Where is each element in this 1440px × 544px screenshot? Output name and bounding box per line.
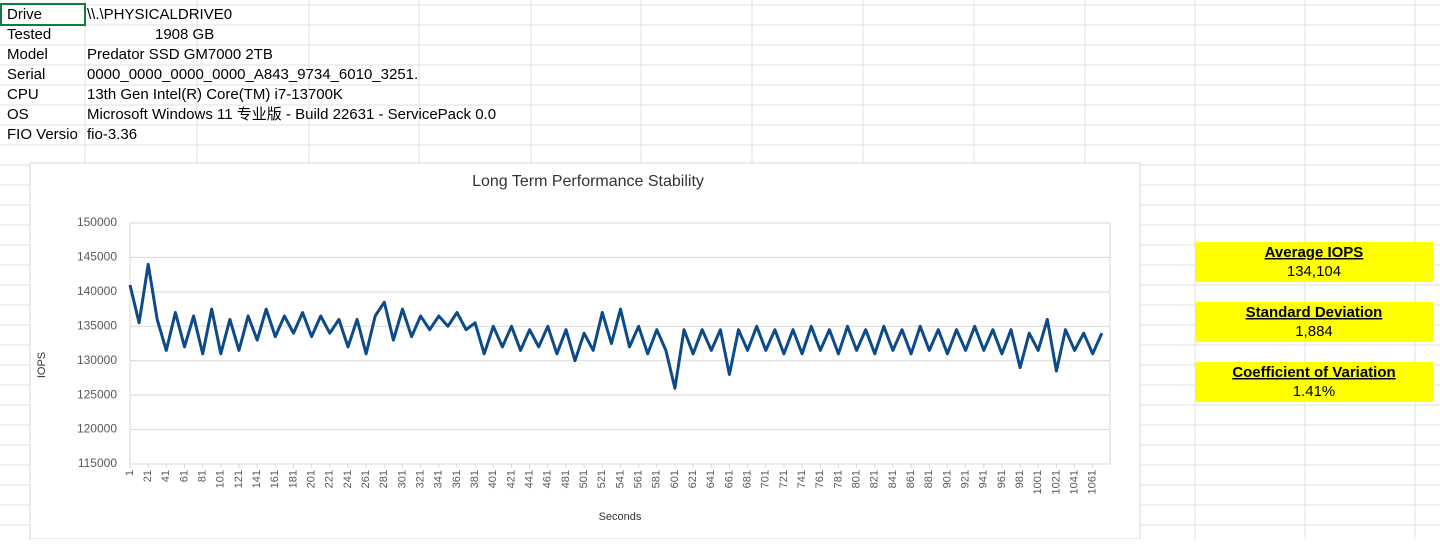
y-tick-label: 135000: [77, 318, 117, 332]
cell-value: 13th Gen Intel(R) Core(TM) i7-13700K: [87, 86, 343, 103]
cell-value: Microsoft Windows 11 专业版 - Build 22631 -…: [87, 106, 496, 123]
chart-area: [29, 162, 1141, 540]
x-tick-label: 961: [996, 470, 1008, 488]
x-tick-label: 501: [578, 470, 590, 488]
cell-label: Tested: [7, 26, 51, 43]
x-tick-label: 161: [269, 470, 281, 488]
x-tick-label: 541: [614, 470, 626, 488]
x-tick-label: 461: [542, 470, 554, 488]
x-tick-label: 241: [342, 470, 354, 488]
x-tick-label: 361: [451, 470, 463, 488]
x-tick-label: 201: [306, 470, 318, 488]
y-tick-label: 120000: [77, 422, 117, 436]
y-axis-title: IOPS: [36, 352, 48, 378]
x-tick-label: 861: [905, 470, 917, 488]
x-tick-label: 781: [832, 470, 844, 488]
x-tick-label: 641: [705, 470, 717, 488]
stat-box: [1195, 242, 1433, 282]
x-tick-label: 901: [941, 470, 953, 488]
x-tick-label: 521: [596, 470, 608, 488]
x-tick-label: 141: [251, 470, 263, 488]
x-tick-label: 81: [197, 470, 209, 482]
x-tick-label: 221: [324, 470, 336, 488]
x-tick-label: 121: [233, 470, 245, 488]
cell-label: Serial: [7, 66, 45, 83]
x-tick-label: 301: [396, 470, 408, 488]
x-tick-label: 101: [215, 470, 227, 488]
x-tick-label: 401: [487, 470, 499, 488]
x-tick-label: 801: [851, 470, 863, 488]
cell-label: OS: [7, 106, 29, 123]
stat-title: Average IOPS: [1265, 244, 1364, 261]
x-tick-label: 681: [742, 470, 754, 488]
x-tick-label: 821: [869, 470, 881, 488]
x-tick-label: 61: [178, 470, 190, 482]
x-tick-label: 581: [651, 470, 663, 488]
x-tick-label: 21: [142, 470, 154, 482]
y-tick-label: 145000: [77, 250, 117, 264]
x-tick-label: 841: [887, 470, 899, 488]
x-tick-label: 281: [378, 470, 390, 488]
x-tick-label: 621: [687, 470, 699, 488]
x-tick-label: 981: [1014, 470, 1026, 488]
stat-box: [1195, 302, 1433, 342]
selected-cell: [0, 3, 86, 26]
x-tick-label: 341: [433, 470, 445, 488]
x-tick-label: 661: [723, 470, 735, 488]
y-tick-label: 130000: [77, 353, 117, 367]
cell-value: 1908 GB: [155, 26, 214, 43]
cell-label: Model: [7, 46, 48, 63]
stat-title: Coefficient of Variation: [1232, 364, 1395, 381]
stat-value: 1,884: [1295, 323, 1333, 340]
stat-value: 1.41%: [1293, 383, 1336, 400]
data-line: [128, 262, 1104, 390]
cell-value: Predator SSD GM7000 2TB: [87, 46, 273, 63]
stat-value: 134,104: [1287, 263, 1341, 280]
stat-title: Standard Deviation: [1246, 304, 1383, 321]
y-tick-label: 125000: [77, 387, 117, 401]
x-axis-title: Seconds: [599, 511, 642, 523]
cell-label: FIO Versio: [7, 126, 78, 143]
y-tick-label: 140000: [77, 284, 117, 298]
cell-value: \\.\PHYSICALDRIVE0: [87, 6, 232, 23]
x-tick-label: 761: [814, 470, 826, 488]
x-tick-label: 601: [669, 470, 681, 488]
cell-label: Drive: [7, 6, 42, 23]
x-tick-label: 421: [505, 470, 517, 488]
stat-box: [1195, 362, 1433, 402]
x-tick-label: 701: [760, 470, 772, 488]
x-tick-label: 881: [923, 470, 935, 488]
x-tick-label: 1: [124, 470, 136, 476]
x-tick-label: 1061: [1087, 470, 1099, 494]
x-tick-label: 181: [287, 470, 299, 488]
cell-label: CPU: [7, 86, 39, 103]
x-tick-label: 741: [796, 470, 808, 488]
cell-value: 0000_0000_0000_0000_A843_9734_6010_3251.: [87, 66, 418, 83]
x-tick-label: 561: [633, 470, 645, 488]
y-tick-label: 115000: [78, 456, 117, 470]
x-tick-label: 41: [160, 470, 172, 482]
x-tick-label: 1021: [1050, 470, 1062, 494]
x-tick-label: 921: [959, 470, 971, 488]
x-tick-label: 721: [778, 470, 790, 488]
x-tick-label: 381: [469, 470, 481, 488]
x-tick-label: 1041: [1068, 470, 1080, 494]
x-tick-label: 321: [415, 470, 427, 488]
x-tick-label: 481: [560, 470, 572, 488]
x-tick-label: 1001: [1032, 470, 1044, 494]
chart-title: Long Term Performance Stability: [472, 173, 704, 190]
x-tick-label: 261: [360, 470, 372, 488]
y-tick-label: 150000: [77, 215, 117, 229]
x-tick-label: 441: [524, 470, 536, 488]
x-tick-label: 941: [978, 470, 990, 488]
cell-value: fio-3.36: [87, 126, 137, 143]
